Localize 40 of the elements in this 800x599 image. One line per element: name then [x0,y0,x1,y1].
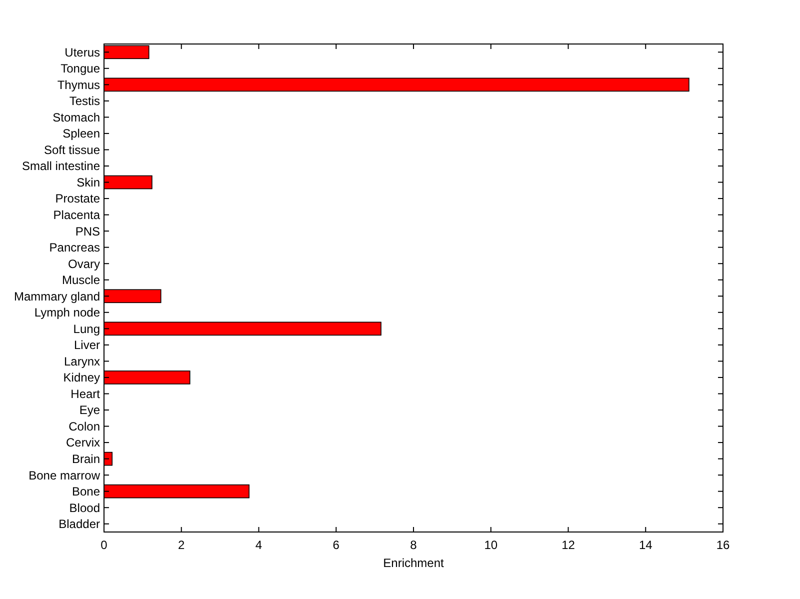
y-tick-label: Placenta [53,208,100,222]
x-tick-label: 16 [716,538,730,552]
y-tick-label: Mammary gland [14,289,100,304]
y-tick-label: Bone marrow [28,468,100,482]
x-tick-label: 10 [484,538,498,552]
y-tick-label: Prostate [55,192,100,206]
y-tick-label: Lung [73,322,100,336]
x-axis-title: Enrichment [383,556,445,570]
y-tick-label: Skin [76,175,100,190]
y-tick-label: Spleen [62,126,100,141]
y-tick-label: Eye [79,403,100,418]
y-tick-label: Lymph node [34,306,100,320]
y-tick-label: Pancreas [49,240,100,255]
x-tick-label: 12 [562,538,576,552]
y-tick-label: Thymus [57,78,100,92]
y-tick-label: Muscle [62,273,100,288]
y-tick-label: Cervix [66,436,100,450]
x-tick-label: 8 [410,538,418,552]
y-tick-label: Small intestine [22,159,100,174]
y-tick-label: Stomach [52,110,100,124]
y-tick-label: Testis [69,94,100,108]
y-tick-label: Heart [70,386,101,401]
x-tick-label: 0 [100,538,108,552]
x-tick-label: 14 [638,538,653,552]
y-tick-label: Bladder [58,517,100,532]
y-tick-label: Colon [68,419,100,434]
y-tick-label: PNS [75,224,100,238]
x-tick-label: 2 [178,538,186,552]
x-tick-label: 6 [332,538,340,552]
y-tick-label: Brain [72,452,100,466]
y-tick-label: Kidney [63,370,100,385]
y-tick-label: Bone [72,484,100,499]
x-tick-label: 4 [255,538,262,552]
y-tick-label: Blood [69,500,100,515]
y-tick-label: Tongue [60,62,100,76]
y-tick-label: Ovary [68,256,100,271]
y-tick-label: Larynx [64,354,100,368]
y-tick-label: Soft tissue [44,142,100,157]
y-tick-label: Uterus [64,45,100,60]
y-tick-label: Liver [74,338,100,352]
